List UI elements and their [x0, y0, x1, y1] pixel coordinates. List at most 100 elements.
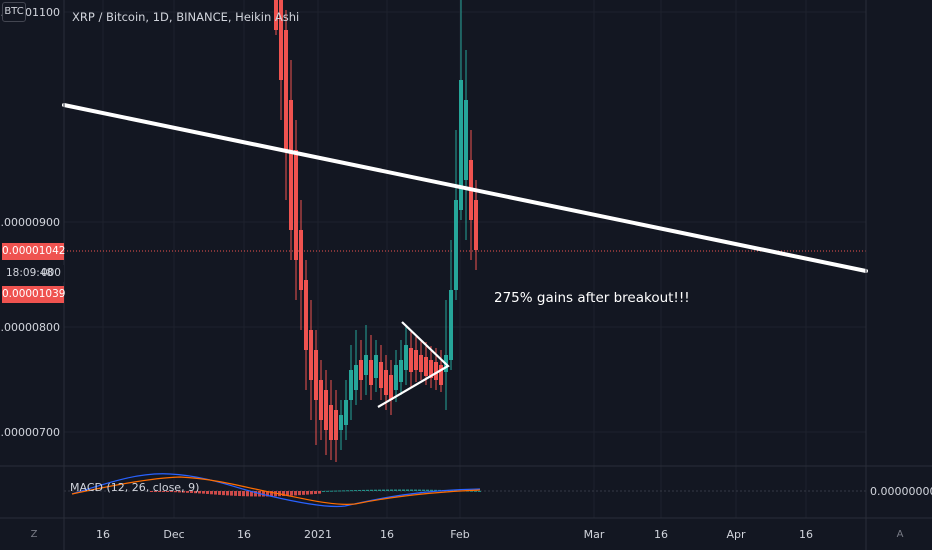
symbol-legend[interactable]: XRP / Bitcoin, 1D, BINANCE, Heikin Ashi	[72, 10, 300, 24]
macd-hist-bar	[318, 491, 321, 494]
candle-body	[389, 375, 393, 400]
signal-line	[71, 476, 481, 505]
candle-body	[424, 357, 428, 376]
time-tick-label: 16	[380, 528, 394, 541]
macd-hist-bar	[206, 491, 209, 494]
macd-hist-bar	[326, 490, 329, 492]
macd-hist-bar	[226, 491, 229, 496]
candle-body	[369, 360, 373, 385]
macd-hist-bar	[154, 491, 157, 492]
candle-body	[304, 280, 308, 350]
macd-hist-bar	[478, 490, 481, 492]
macd-hist-bar	[210, 491, 213, 495]
candle-body	[404, 345, 408, 370]
triangle-pattern[interactable]	[377, 321, 450, 408]
macd-hist-bar	[322, 490, 325, 492]
candle-body	[314, 350, 318, 400]
macd-hist-bar	[230, 491, 233, 496]
candle-body	[379, 362, 383, 388]
candle-body	[309, 330, 313, 380]
macd-hist-bar	[282, 491, 285, 497]
candle-body	[294, 150, 298, 260]
macd-hist-bar	[342, 490, 345, 492]
time-axis[interactable]: 16 Dec 16 2021 16 Feb Mar 16 Apr 16	[96, 528, 813, 541]
candle-body	[329, 405, 333, 440]
auto-scale-button[interactable]: A	[896, 529, 904, 540]
candle-body	[474, 200, 478, 250]
macd-hist-bar	[426, 489, 429, 491]
macd-hist-bar	[390, 489, 393, 491]
chart-grid	[64, 0, 866, 518]
macd-line	[71, 473, 481, 508]
macd-hist-bar	[410, 489, 413, 491]
macd-hist-bar	[286, 491, 289, 496]
macd-hist-bar	[174, 491, 177, 493]
candle-body	[459, 80, 463, 210]
candle-body	[434, 362, 438, 380]
macd-hist-bar	[310, 491, 313, 495]
candle-body	[384, 370, 388, 395]
macd-hist-bar	[434, 489, 437, 491]
macd-hist-bar	[170, 491, 173, 492]
macd-hist-bar	[414, 489, 417, 491]
candle-body	[284, 30, 288, 150]
macd-hist-bar	[270, 491, 273, 497]
macd-hist-bar	[290, 491, 293, 496]
time-tick-label: 16	[799, 528, 813, 541]
macd-hist-bar	[254, 491, 257, 497]
macd-hist-bar	[178, 491, 181, 493]
macd-hist-bar	[406, 489, 409, 491]
macd-legend[interactable]: MACD (12, 26, close, 9)	[70, 481, 200, 494]
currency-button[interactable]: BTC	[2, 2, 26, 22]
time-tick-label: 16	[96, 528, 110, 541]
macd-hist-bar	[194, 491, 197, 494]
candle-body	[354, 365, 358, 390]
candle-body	[414, 350, 418, 370]
candle-body	[454, 200, 458, 290]
candle-body	[344, 400, 348, 425]
macd-hist-bar	[246, 491, 249, 497]
macd-hist-bar	[182, 491, 185, 493]
time-tick-label: 16	[237, 528, 251, 541]
candle-body	[324, 390, 328, 430]
trendline[interactable]	[62, 103, 868, 273]
macd-hist-bar	[346, 490, 349, 492]
macd-hist-bar	[474, 490, 477, 492]
macd-hist-bar	[350, 490, 353, 492]
macd-hist-bar	[162, 491, 165, 492]
candles	[274, 0, 478, 462]
candle-body	[409, 348, 413, 372]
macd-value: 0.00000000	[870, 485, 932, 498]
macd-hist-bar	[234, 491, 237, 496]
macd-hist-bar	[334, 490, 337, 492]
macd-hist-bar	[398, 489, 401, 491]
candle-body	[399, 360, 403, 382]
macd-hist-bar	[470, 490, 473, 492]
macd-hist-bar	[306, 491, 309, 495]
macd-hist-bar	[314, 491, 317, 494]
macd-hist-bar	[362, 489, 365, 491]
macd-hist-bar	[218, 491, 221, 495]
candle-body	[439, 365, 443, 385]
annotation-text[interactable]: 275% gains after breakout!!!	[494, 290, 690, 306]
close-price-badge: 0.00001039	[2, 286, 65, 303]
macd-hist-bar	[190, 491, 193, 493]
macd-hist-bar	[366, 489, 369, 491]
macd-hist-bar	[378, 489, 381, 491]
price-axis[interactable]: 0.000015000.000014000.000013000.00001200…	[0, 0, 60, 439]
macd-hist-bar	[166, 491, 169, 492]
candle-body	[274, 0, 278, 30]
candle-body	[359, 360, 363, 380]
macd-hist-bar	[374, 489, 377, 491]
last-price-badge: 0.00001042	[2, 243, 65, 260]
log-scale-button[interactable]: Z	[30, 529, 38, 540]
macd-hist-bar	[266, 491, 269, 497]
macd-hist-bar	[430, 489, 433, 491]
macd-hist-bar	[242, 491, 245, 497]
macd-hist-bar	[302, 491, 305, 495]
macd-hist-bar	[222, 491, 225, 496]
macd-hist-bar	[422, 489, 425, 491]
macd-hist-bar	[158, 491, 161, 492]
macd-hist-bar	[330, 490, 333, 492]
